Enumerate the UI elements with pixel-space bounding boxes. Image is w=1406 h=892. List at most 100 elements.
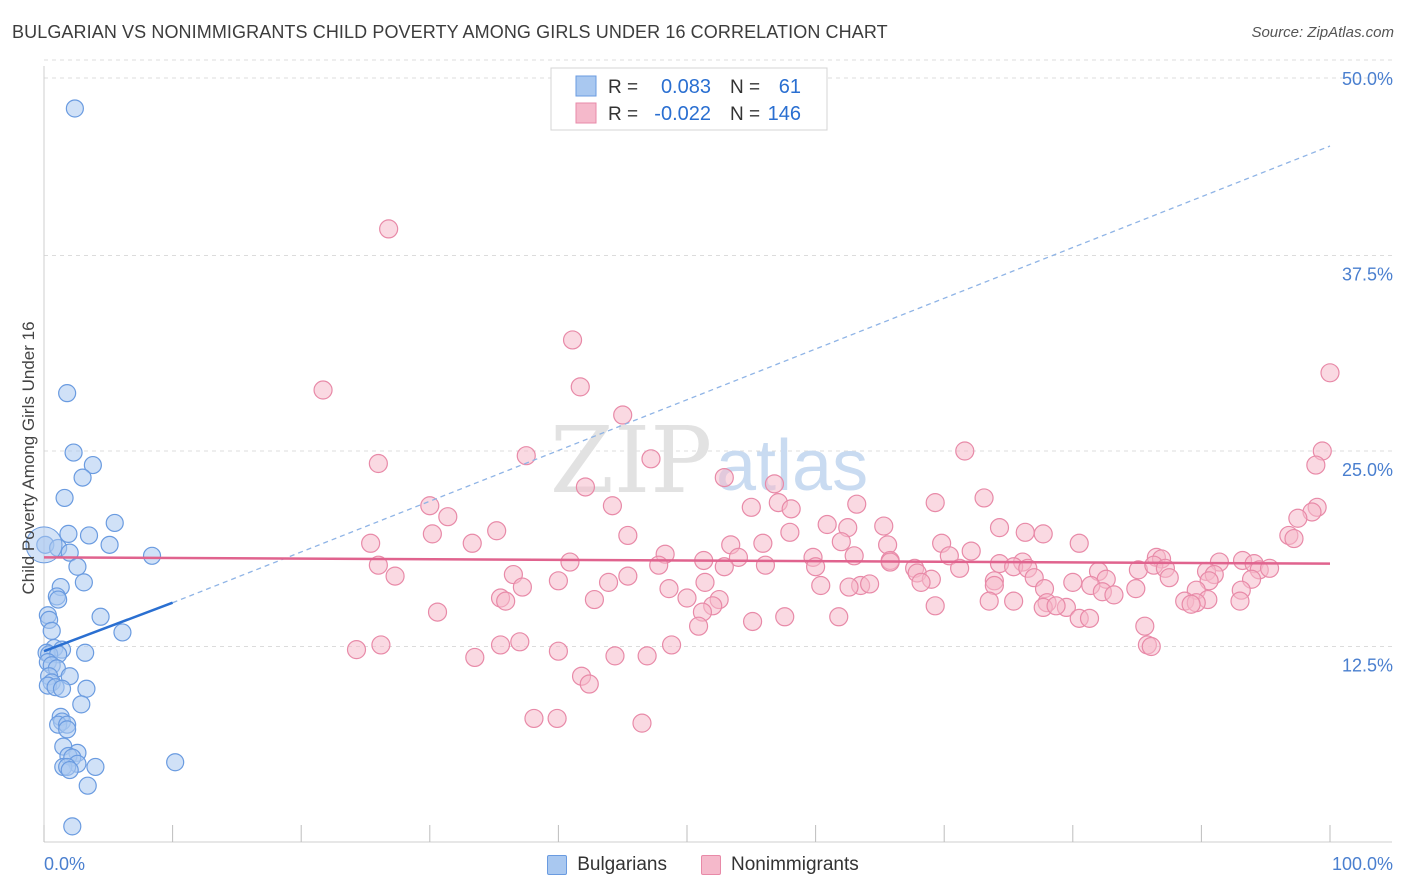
data-point: [605, 646, 625, 666]
data-point: [714, 467, 734, 488]
data-point: [860, 574, 880, 594]
data-point: [79, 526, 99, 545]
data-point: [781, 499, 801, 519]
data-point: [25, 526, 63, 564]
data-point: [1320, 363, 1340, 383]
legend-item-bulgarians[interactable]: Bulgarians: [547, 854, 667, 876]
data-point: [105, 513, 124, 533]
data-point: [753, 533, 773, 553]
data-point: [764, 474, 785, 494]
legend-box: R = 0.083 N = 61 R = -0.022 N = 146: [550, 67, 828, 131]
data-point: [1104, 585, 1124, 605]
data-point: [78, 776, 97, 795]
data-point: [49, 590, 68, 609]
data-point: [55, 488, 74, 508]
data-point: [618, 525, 638, 546]
data-point: [346, 640, 367, 660]
x-tick-label: 100.0%: [1332, 854, 1393, 874]
data-point: [979, 591, 999, 611]
legend-item-nonimmigrants[interactable]: Nonimmigrants: [701, 854, 859, 876]
data-point: [1004, 591, 1024, 611]
data-point: [462, 533, 482, 553]
data-point: [113, 623, 132, 642]
data-point: [58, 720, 77, 739]
data-point: [438, 507, 458, 527]
data-point: [1126, 579, 1146, 599]
data-point: [677, 588, 697, 608]
source-label: Source: ZipAtlas.com: [1251, 24, 1394, 41]
data-point: [60, 760, 79, 780]
data-point: [361, 533, 381, 553]
data-point: [58, 384, 77, 403]
legend-n-label: N =: [730, 77, 760, 98]
data-point: [166, 753, 185, 772]
data-point: [661, 635, 682, 655]
data-point: [516, 446, 536, 466]
data-point: [829, 607, 849, 627]
data-point: [1284, 528, 1304, 549]
data-point: [1135, 616, 1155, 636]
data-point: [579, 674, 599, 694]
bulgarians-trend-extension: [172, 145, 1331, 604]
legend-frame: [550, 67, 828, 131]
data-point: [420, 496, 440, 516]
legend-r-label: R =: [608, 77, 638, 98]
data-point: [641, 449, 661, 469]
data-point: [72, 695, 91, 714]
legend-r-label: R =: [608, 104, 638, 125]
y-tick-label: 37.5%: [1342, 265, 1393, 285]
data-point: [1199, 571, 1219, 591]
data-point: [1015, 522, 1035, 542]
data-point: [878, 535, 898, 555]
data-point: [385, 566, 405, 586]
data-point: [1063, 572, 1083, 592]
data-point: [548, 571, 569, 591]
data-point: [695, 572, 715, 592]
data-point: [547, 708, 567, 729]
data-point: [68, 557, 87, 576]
data-point: [575, 477, 596, 497]
legend-r-value: 0.083: [661, 76, 711, 98]
data-point: [52, 679, 72, 698]
bulgarians-points: [25, 99, 185, 836]
data-point: [77, 679, 96, 698]
data-point: [368, 555, 388, 575]
data-point: [1079, 608, 1100, 628]
data-point: [632, 713, 652, 733]
data-point: [974, 488, 994, 508]
data-point: [100, 535, 119, 554]
data-point: [42, 621, 61, 640]
data-point: [490, 635, 511, 655]
data-point: [422, 524, 442, 544]
data-point: [961, 541, 981, 561]
data-point: [76, 643, 95, 662]
data-point: [1181, 594, 1201, 614]
data-point: [584, 589, 605, 610]
data-point: [831, 532, 851, 552]
data-point: [379, 219, 399, 239]
data-point: [817, 514, 837, 535]
data-point: [637, 646, 657, 666]
bulgarians-trend-line: [43, 601, 174, 653]
data-point: [73, 468, 92, 487]
y-tick-label: 50.0%: [1342, 69, 1393, 89]
data-point: [371, 635, 391, 655]
data-point: [775, 607, 795, 627]
data-point: [83, 455, 102, 475]
legend-n-label: N =: [730, 104, 760, 125]
x-axis-ticks: [43, 825, 1331, 842]
data-point: [86, 757, 105, 777]
data-point: [1288, 508, 1308, 528]
data-point: [368, 453, 388, 474]
data-point: [65, 99, 84, 118]
data-point: [1259, 558, 1280, 578]
legend-r-value: -0.022: [654, 103, 711, 125]
data-point: [811, 575, 831, 596]
data-point: [839, 577, 859, 597]
data-point: [780, 522, 800, 542]
data-point: [91, 607, 110, 626]
data-point: [847, 494, 867, 514]
data-point: [939, 546, 959, 566]
nonimmigrants-trend-line: [43, 556, 1331, 565]
y-tick-labels: 12.5% 25.0% 37.5% 50.0%: [1342, 69, 1393, 676]
